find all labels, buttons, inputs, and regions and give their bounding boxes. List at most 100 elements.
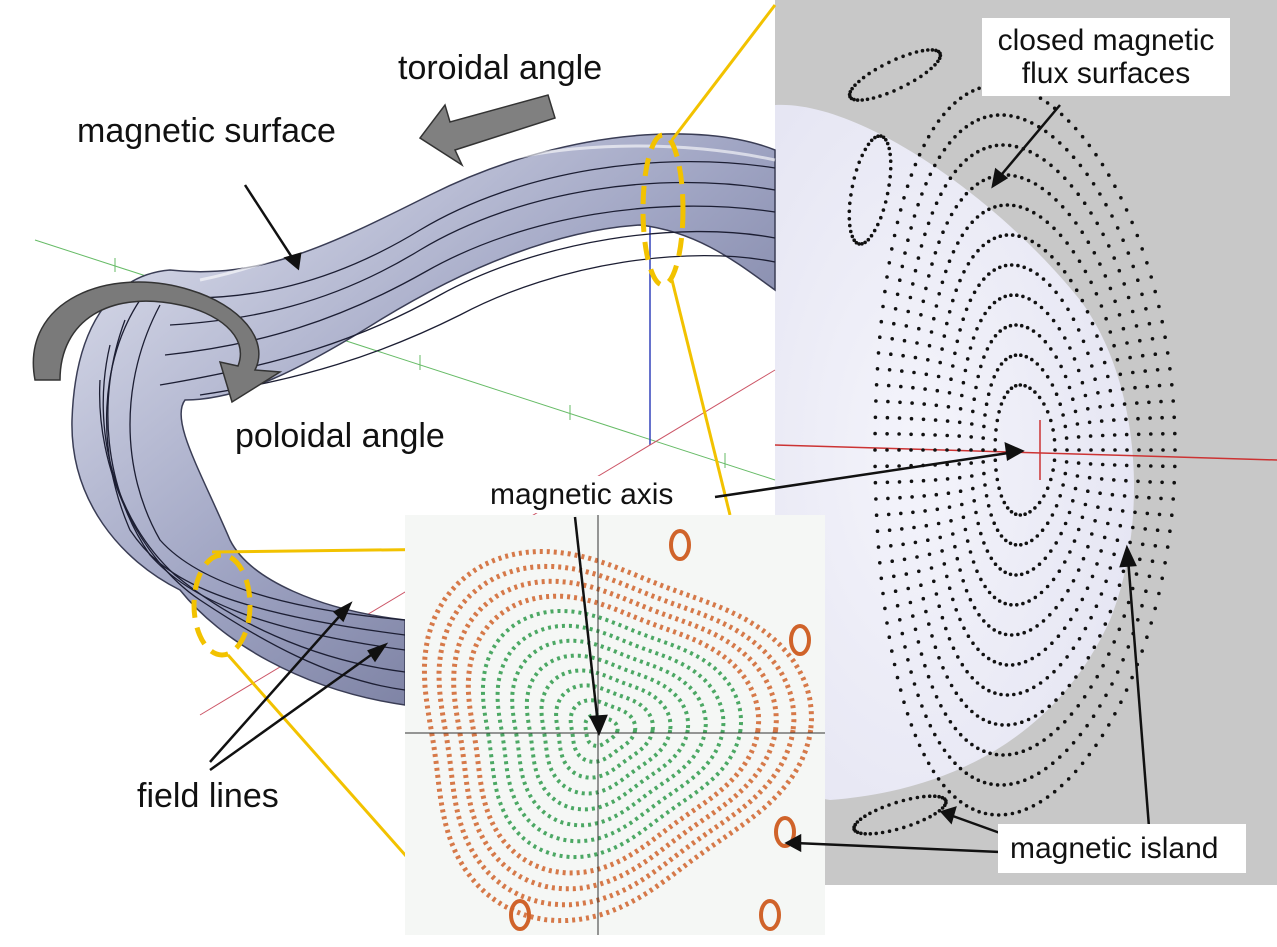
flux-dot: [935, 507, 940, 512]
flux-dot: [958, 407, 963, 411]
flux-dot: [1037, 562, 1042, 566]
flux-dot: [934, 695, 939, 699]
flux-dot: [1140, 649, 1144, 653]
flux-dot: [940, 549, 944, 553]
flux-dot: [990, 812, 994, 817]
flux-dot: [912, 525, 916, 530]
flux-dot: [1012, 203, 1016, 208]
flux-dot: [1003, 263, 1008, 268]
flux-dot: [932, 316, 936, 321]
flux-dot: [1098, 634, 1102, 638]
island-dot: [849, 193, 853, 197]
flux-dot: [1108, 286, 1113, 291]
flux-dot: [921, 299, 926, 304]
flux-dot: [992, 268, 996, 272]
flux-dot: [886, 399, 890, 404]
island-dot: [858, 817, 863, 821]
field-line-set: [98, 161, 776, 691]
flux-dot: [1098, 704, 1102, 708]
flux-dot: [971, 560, 976, 564]
flux-dot: [1035, 362, 1040, 366]
island-dot: [850, 184, 855, 189]
flux-dot: [1040, 709, 1045, 714]
flux-dot: [895, 292, 900, 297]
flux-dot: [1018, 205, 1023, 209]
flux-dot: [1021, 601, 1025, 606]
flux-dot: [1032, 210, 1036, 215]
island-dot: [894, 827, 899, 832]
flux-dot: [947, 259, 952, 264]
poloidal-angle-arrow: [32, 281, 283, 404]
flux-dot: [1065, 241, 1069, 245]
flux-dot: [1056, 634, 1061, 638]
island-dot: [860, 153, 864, 158]
flux-dot: [902, 557, 907, 562]
flux-dot: [887, 368, 892, 372]
flux-dot: [892, 321, 896, 326]
flux-dot: [1016, 115, 1020, 120]
flux-dot: [1080, 298, 1085, 303]
flux-dot: [931, 769, 936, 774]
flux-dot: [1101, 448, 1105, 452]
flux-dot: [970, 121, 974, 125]
flux-dot: [976, 521, 980, 526]
lower-highlight-ellipse: [191, 552, 253, 658]
flux-dot: [1140, 353, 1145, 358]
flux-dot: [962, 626, 966, 630]
island-dot: [859, 831, 863, 836]
flux-dot: [1090, 364, 1094, 368]
flux-dot: [957, 462, 961, 466]
flux-dot: [1052, 789, 1057, 794]
flux-dot: [1085, 723, 1089, 728]
flux-dot: [1030, 538, 1034, 543]
flux-dot: [1094, 604, 1099, 608]
flux-dot: [1054, 504, 1059, 508]
flux-dot: [909, 226, 913, 230]
flux-dot: [930, 211, 935, 215]
flux-dot: [976, 746, 980, 751]
flux-dot: [875, 367, 880, 371]
flux-dot: [964, 771, 969, 775]
flux-dot: [899, 384, 903, 389]
inset-island-blob: [789, 624, 811, 656]
island-dot: [849, 229, 853, 234]
flux-dot: [1015, 293, 1019, 298]
flux-dot: [1076, 704, 1080, 708]
flux-dot: [1082, 201, 1087, 205]
flux-dot: [970, 775, 974, 779]
flux-dot: [887, 528, 892, 532]
flux-dot: [1134, 572, 1139, 576]
flux-dot: [873, 448, 877, 452]
flux-dot: [1101, 663, 1105, 668]
flux-dot: [995, 783, 1000, 787]
flux-dot: [1110, 492, 1115, 497]
inset-flux-ring: [421, 548, 815, 924]
island-dot: [902, 825, 906, 830]
flux-dot: [1172, 480, 1176, 485]
island-dot: [848, 201, 852, 206]
flux-dot: [898, 208, 903, 212]
island-dot: [887, 183, 891, 187]
flux-dot: [958, 278, 962, 283]
flux-dot: [994, 468, 998, 472]
flux-dot: [1056, 262, 1061, 266]
flux-dot: [964, 704, 969, 709]
label-magnetic-surface: magnetic surface: [77, 112, 336, 150]
flux-dot: [1018, 513, 1023, 517]
flux-dot: [1092, 251, 1097, 255]
flux-dot: [890, 337, 894, 341]
flux-dot: [956, 241, 960, 245]
flux-dot: [1136, 618, 1140, 622]
flux-dot: [982, 355, 986, 359]
flux-dot: [947, 505, 952, 510]
flux-dot: [1065, 147, 1069, 152]
flux-dot: [893, 589, 898, 593]
flux-dot: [1113, 596, 1117, 601]
flux-dot: [1064, 436, 1069, 440]
flux-dot: [1023, 659, 1028, 664]
flux-dot: [1136, 278, 1140, 283]
flux-dot: [966, 634, 971, 638]
flux-dot: [982, 115, 987, 120]
flux-dot: [968, 346, 973, 350]
flux-dot: [1024, 807, 1029, 811]
